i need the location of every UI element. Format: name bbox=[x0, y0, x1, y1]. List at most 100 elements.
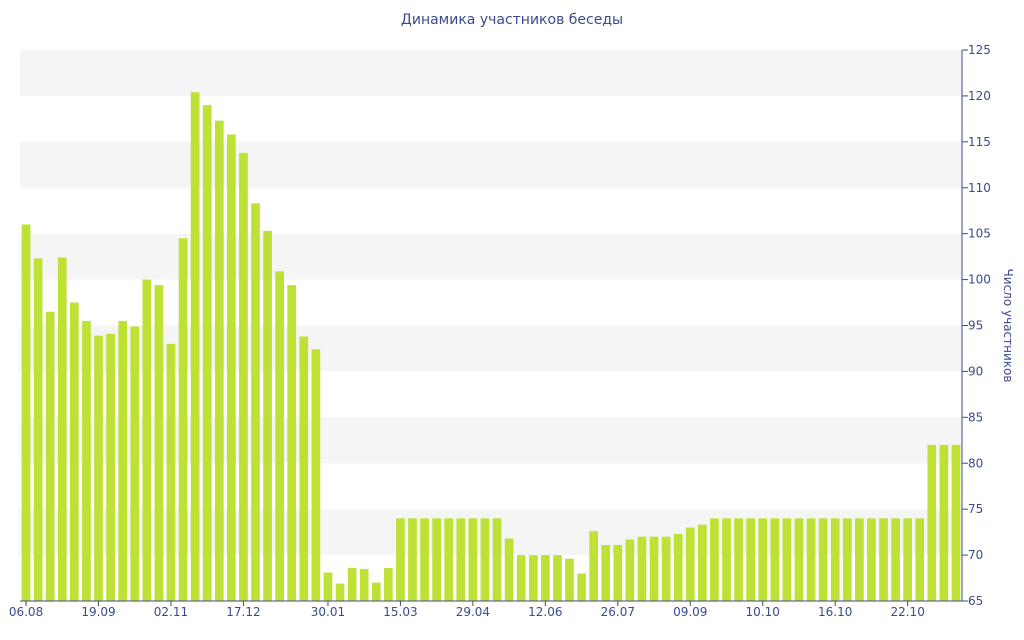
bar bbox=[685, 527, 695, 601]
bar bbox=[106, 333, 115, 601]
bar bbox=[891, 518, 900, 601]
bar bbox=[553, 555, 562, 601]
grid-band bbox=[20, 325, 962, 372]
bar bbox=[347, 567, 357, 601]
bar bbox=[154, 285, 164, 601]
x-tick-label: 02.11 bbox=[154, 605, 188, 619]
y-axis-title: Число участников bbox=[1001, 269, 1015, 383]
bar bbox=[927, 444, 937, 601]
x-tick-label: 09.09 bbox=[673, 605, 707, 619]
bar bbox=[82, 320, 91, 601]
bar bbox=[516, 555, 526, 601]
bar bbox=[444, 518, 454, 601]
bar bbox=[239, 152, 248, 601]
bar bbox=[371, 582, 381, 601]
bar bbox=[903, 518, 913, 601]
bar bbox=[359, 568, 369, 601]
bar bbox=[251, 203, 260, 601]
bar bbox=[710, 518, 719, 601]
bar bbox=[589, 531, 599, 601]
bar bbox=[746, 518, 756, 601]
grid-band bbox=[20, 233, 962, 280]
grid-band bbox=[20, 50, 962, 96]
bar bbox=[130, 326, 140, 601]
bar bbox=[806, 518, 816, 601]
bar bbox=[613, 544, 623, 601]
bar bbox=[480, 518, 490, 601]
bar bbox=[287, 285, 297, 601]
y-tick-label: 95 bbox=[968, 319, 983, 333]
x-tick-label: 16.10 bbox=[818, 605, 852, 619]
bar bbox=[383, 567, 393, 601]
bar bbox=[275, 271, 285, 601]
bar bbox=[166, 343, 176, 601]
bar bbox=[939, 444, 949, 601]
bar bbox=[540, 555, 550, 601]
bar bbox=[794, 518, 804, 601]
bar bbox=[408, 518, 417, 601]
bar bbox=[33, 258, 43, 601]
bar bbox=[492, 518, 502, 601]
bar bbox=[142, 279, 152, 601]
bar bbox=[673, 533, 683, 601]
x-tick-label: 26.07 bbox=[601, 605, 635, 619]
grid-band bbox=[20, 509, 962, 556]
bar bbox=[178, 238, 188, 601]
bar bbox=[420, 518, 429, 601]
y-tick-label: 120 bbox=[968, 89, 991, 103]
bar bbox=[94, 335, 103, 601]
bar bbox=[45, 311, 55, 601]
bar bbox=[323, 572, 333, 601]
bar bbox=[190, 92, 200, 601]
bar bbox=[637, 536, 647, 601]
bar bbox=[311, 349, 321, 601]
bar bbox=[625, 539, 635, 601]
bar bbox=[57, 257, 67, 601]
bar bbox=[565, 558, 574, 601]
x-axis-ticks: 06.08 19.09 02.11 17.12 30.01 15.03 29.04 12.06… bbox=[9, 601, 925, 619]
bar bbox=[697, 524, 707, 601]
bar bbox=[722, 518, 731, 601]
x-tick-label: 22.10 bbox=[890, 605, 924, 619]
bar bbox=[118, 320, 128, 601]
bar bbox=[335, 583, 345, 601]
bar bbox=[649, 536, 659, 601]
bar bbox=[854, 518, 864, 601]
x-tick-label: 17.12 bbox=[226, 605, 260, 619]
bar bbox=[951, 444, 961, 601]
grid-band bbox=[20, 417, 962, 464]
bar bbox=[528, 555, 538, 601]
bar bbox=[770, 518, 780, 601]
y-tick-label: 75 bbox=[968, 502, 983, 516]
x-tick-label: 30.01 bbox=[311, 605, 345, 619]
x-tick-label: 12.06 bbox=[528, 605, 562, 619]
y-tick-label: 90 bbox=[968, 364, 983, 378]
grid-bands bbox=[20, 50, 962, 556]
y-tick-label: 70 bbox=[968, 548, 983, 562]
y-tick-label: 85 bbox=[968, 410, 983, 424]
bar bbox=[661, 536, 671, 601]
y-tick-label: 65 bbox=[968, 594, 983, 608]
x-tick-label: 06.08 bbox=[9, 605, 43, 619]
y-axis-ticks: 65 70 75 80 85 90 95 100 105 110 115 120 125 bbox=[962, 43, 991, 608]
bar bbox=[396, 518, 405, 601]
bar bbox=[456, 518, 466, 601]
x-tick-label: 19.09 bbox=[81, 605, 115, 619]
x-tick-label: 29.04 bbox=[456, 605, 490, 619]
y-tick-label: 80 bbox=[968, 456, 983, 470]
bar bbox=[21, 224, 31, 601]
bar bbox=[577, 573, 586, 601]
chart-title: Динамика участников беседы bbox=[400, 12, 624, 28]
bar bbox=[879, 518, 888, 601]
bar bbox=[842, 518, 852, 601]
bar bbox=[758, 518, 768, 601]
bar bbox=[782, 518, 792, 601]
bar bbox=[202, 105, 212, 601]
bar bbox=[214, 120, 224, 601]
bar bbox=[830, 518, 840, 601]
y-tick-label: 100 bbox=[968, 273, 991, 287]
bar bbox=[226, 134, 236, 601]
bar bbox=[69, 302, 79, 601]
y-tick-label: 125 bbox=[968, 43, 991, 57]
